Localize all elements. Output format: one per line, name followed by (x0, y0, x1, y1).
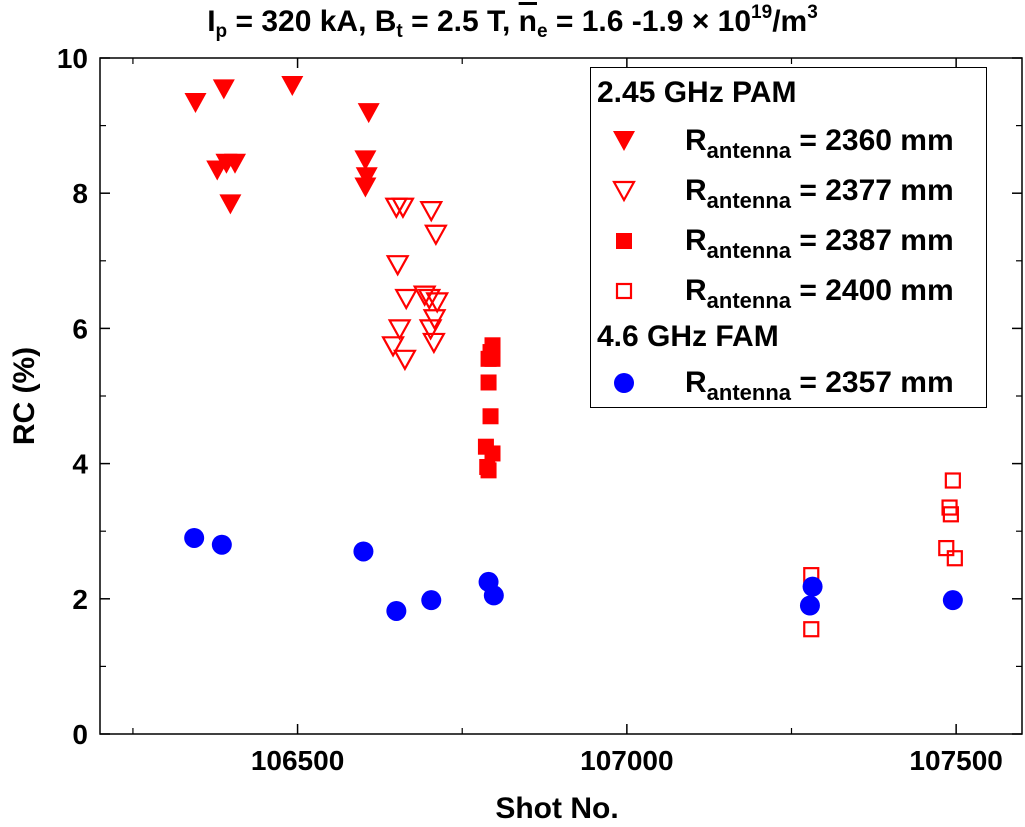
data-point (354, 150, 377, 171)
data-point (425, 292, 450, 314)
data-point (480, 374, 497, 391)
data-point (482, 408, 499, 425)
legend: 2.45 GHz PAM Rantenna = 2360 mm Rantenna… (590, 67, 987, 408)
data-point (394, 288, 419, 311)
data-point (483, 585, 504, 606)
y-tick-label: 0 (72, 719, 88, 750)
x-tick-label: 107000 (580, 745, 673, 776)
y-axis-label: RC (%) (8, 347, 41, 445)
data-point (219, 194, 242, 215)
legend-group-pam: 2.45 GHz PAM (597, 76, 797, 109)
legend-label: Rantenna = 2357 mm (685, 366, 954, 405)
data-point (393, 349, 417, 372)
data-point (938, 539, 955, 557)
data-point (418, 319, 443, 341)
data-point (421, 590, 442, 611)
data-point (357, 103, 380, 124)
chart-title: Ip = 320 kA, Bt = 2.5 T, ne = 1.6 -1.9 ×… (207, 2, 818, 42)
x-tick-label: 107500 (909, 745, 1002, 776)
data-point (391, 197, 415, 219)
data-point (417, 288, 442, 311)
data-point (946, 550, 963, 567)
legend-label: Rantenna = 2360 mm (685, 124, 954, 163)
legend-label: Rantenna = 2400 mm (685, 274, 954, 313)
y-tick-label: 6 (72, 313, 88, 344)
legend-label: Rantenna = 2377 mm (685, 174, 954, 213)
data-point (281, 76, 304, 97)
circle-filled-icon (614, 373, 634, 393)
triangle-down-open-icon (612, 180, 636, 203)
data-point (802, 576, 823, 597)
data-point (422, 309, 447, 331)
x-tick-label: 106500 (251, 745, 344, 776)
data-point (385, 255, 410, 277)
data-points (184, 76, 963, 638)
data-point (381, 336, 405, 358)
x-axis-label: Shot No. (495, 792, 618, 825)
y-tick-label: 2 (72, 584, 88, 615)
data-point (224, 153, 247, 174)
data-point (184, 527, 205, 548)
data-point (942, 506, 959, 523)
data-point (387, 319, 412, 341)
data-point (484, 445, 501, 462)
data-point (424, 224, 448, 247)
data-point (212, 79, 235, 100)
square-filled-icon (616, 233, 632, 249)
data-point (419, 201, 444, 223)
legend-label: Rantenna = 2387 mm (685, 224, 954, 263)
data-point (480, 462, 497, 479)
data-point (353, 541, 374, 562)
triangle-down-filled-icon (613, 131, 635, 151)
y-tick-label: 10 (57, 43, 88, 74)
axis-ticks: 0 2 4 6 8 10 106500 107000 107500 (57, 43, 1022, 776)
data-point (184, 92, 207, 113)
legend-group-fam: 4.6 GHz FAM (597, 320, 779, 353)
data-point (803, 621, 820, 638)
data-point (799, 595, 820, 616)
data-point (944, 472, 961, 489)
data-point (942, 590, 963, 611)
y-tick-label: 8 (72, 178, 88, 209)
data-point (355, 167, 378, 188)
data-point (422, 332, 446, 355)
data-point (484, 350, 501, 367)
square-open-icon (615, 282, 633, 300)
data-point (211, 534, 232, 555)
data-point (386, 600, 407, 621)
data-point (354, 177, 377, 198)
y-tick-label: 4 (72, 449, 88, 480)
